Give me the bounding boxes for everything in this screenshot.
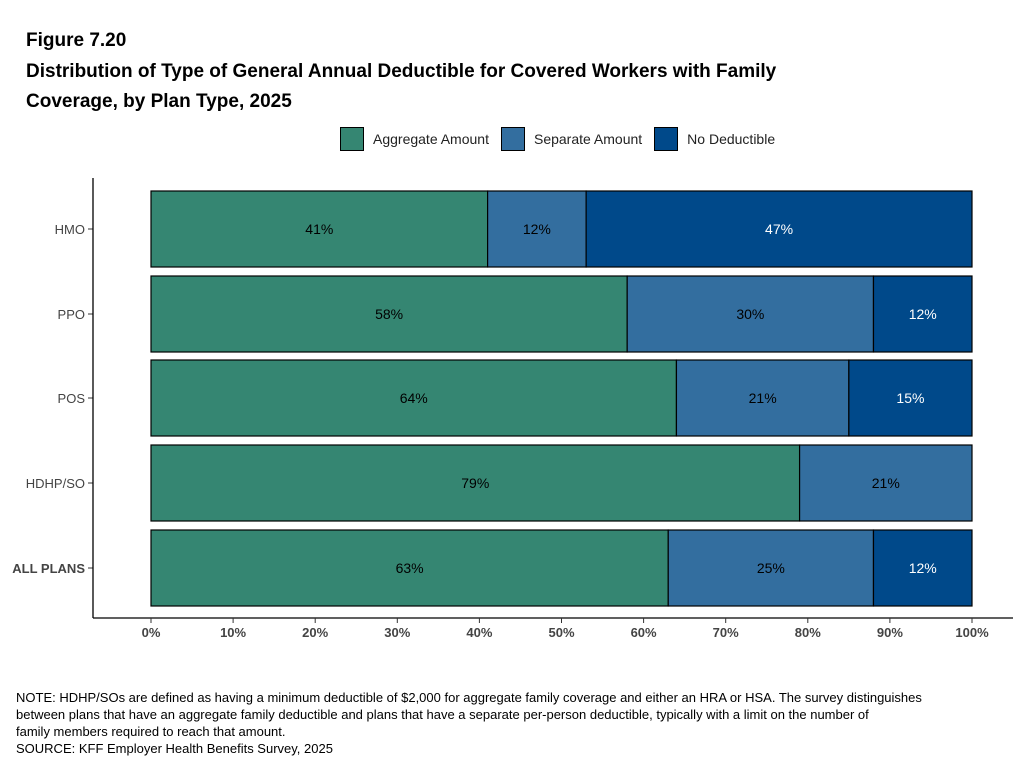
x-tick-label: 70% [713,625,739,640]
data-label: 25% [757,560,785,576]
y-tick-label: PPO [58,307,85,322]
legend-label-aggregate: Aggregate Amount [373,131,489,147]
bar-segment [848,359,973,437]
data-label: 58% [375,306,403,322]
x-tick-label: 0% [142,625,161,640]
chart-title-line-2: Coverage, by Plan Type, 2025 [26,91,292,112]
legend-swatch-separate [500,127,525,151]
data-label: 15% [896,390,924,406]
x-tick-label: 80% [795,625,821,640]
legend-swatch-aggregate [340,127,364,151]
data-label: 79% [461,475,489,491]
chart-legend: Aggregate Amount Separate Amount No Dedu… [340,127,787,151]
legend-item-aggregate: Aggregate Amount [340,127,489,151]
bar-segment [667,529,875,607]
x-tick-label: 30% [384,625,410,640]
y-tick-label: POS [58,391,86,406]
bar-segment [150,444,801,522]
y-tick-label: HMO [55,222,85,237]
data-label: 21% [872,475,900,491]
x-tick-label: 50% [548,625,574,640]
data-label: 64% [400,390,428,406]
source-line: SOURCE: KFF Employer Health Benefits Sur… [16,741,333,756]
legend-item-separate: Separate Amount [500,127,643,151]
data-label: 63% [396,560,424,576]
bar-segment [150,275,628,353]
data-label: 21% [749,390,777,406]
y-tick-label: HDHP/SO [26,476,85,491]
note-line-2: between plans that have an aggregate fam… [16,707,869,722]
note-line-3: family members required to reach that am… [16,724,286,739]
x-tick-label: 60% [631,625,657,640]
data-label: 30% [736,306,764,322]
x-tick-label: 10% [220,625,246,640]
legend-swatch-none [654,127,679,151]
bar-segment [872,275,973,353]
x-tick-label: 90% [877,625,903,640]
y-tick-label: ALL PLANS [12,561,85,576]
data-label: 47% [765,221,793,237]
data-label: 41% [305,221,333,237]
bar-segment [150,190,489,268]
legend-label-separate: Separate Amount [533,131,643,147]
chart-title-line-1: Distribution of Type of General Annual D… [26,61,777,82]
chart-notes: NOTE: HDHP/SOs are defined as having a m… [16,689,1011,757]
bar-segment [872,529,973,607]
x-tick-label: 100% [955,625,989,640]
bar-segment [150,359,678,437]
bar-segment [798,444,973,522]
stacked-bar-chart: 41% 12% 47% HMO 58% 30% 12% PPO 64% 21% 15% POS 79% 2… [12,178,1013,640]
bar-segment [150,529,669,607]
bar-segment [585,190,973,268]
data-label: 12% [523,221,551,237]
legend-label-none: No Deductible [687,131,776,147]
legend-item-none: No Deductible [654,127,775,151]
bar-segment [675,359,850,437]
x-tick-label: 40% [466,625,492,640]
x-tick-label: 20% [302,625,328,640]
data-label: 12% [909,560,937,576]
data-label: 12% [909,306,937,322]
bar-segment [487,190,587,268]
note-line-1: NOTE: HDHP/SOs are defined as having a m… [16,690,922,705]
figure-label: Figure 7.20 [26,30,127,51]
